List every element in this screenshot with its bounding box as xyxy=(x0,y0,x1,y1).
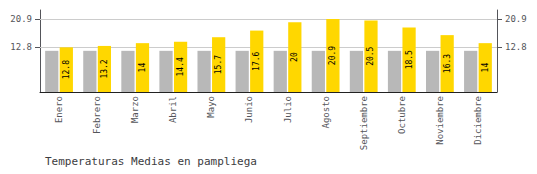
svg-text:Julio: Julio xyxy=(283,96,293,123)
svg-text:17.6: 17.6 xyxy=(252,51,261,70)
svg-text:13.2: 13.2 xyxy=(100,59,109,78)
svg-text:12.8: 12.8 xyxy=(62,60,71,79)
svg-text:15.7: 15.7 xyxy=(214,55,223,74)
svg-text:14: 14 xyxy=(481,63,490,73)
svg-text:18.5: 18.5 xyxy=(405,50,414,69)
svg-text:Agosto: Agosto xyxy=(321,96,331,129)
svg-text:Marzo: Marzo xyxy=(130,96,140,123)
svg-text:Febrero: Febrero xyxy=(92,96,102,134)
svg-text:Temperaturas Medias en pamplie: Temperaturas Medias en pampliega xyxy=(45,155,257,168)
svg-text:12.8: 12.8 xyxy=(10,42,32,52)
svg-text:Abril: Abril xyxy=(168,96,178,123)
svg-text:Noviembre: Noviembre xyxy=(435,96,445,145)
svg-text:Mayo: Mayo xyxy=(206,96,216,118)
svg-text:20.9: 20.9 xyxy=(505,14,527,24)
svg-text:Junio: Junio xyxy=(244,96,254,123)
svg-text:Septiembre: Septiembre xyxy=(359,96,369,150)
svg-text:16.3: 16.3 xyxy=(443,54,452,73)
svg-text:20.9: 20.9 xyxy=(328,46,337,65)
svg-text:20: 20 xyxy=(290,52,299,62)
svg-text:20.9: 20.9 xyxy=(10,14,32,24)
svg-text:12.8: 12.8 xyxy=(505,42,527,52)
svg-text:Diciembre: Diciembre xyxy=(473,96,483,145)
svg-text:Octubre: Octubre xyxy=(397,96,407,134)
svg-text:Enero: Enero xyxy=(54,96,64,123)
svg-text:20.5: 20.5 xyxy=(366,46,375,65)
svg-text:14: 14 xyxy=(138,63,147,73)
svg-text:14.4: 14.4 xyxy=(176,57,185,76)
